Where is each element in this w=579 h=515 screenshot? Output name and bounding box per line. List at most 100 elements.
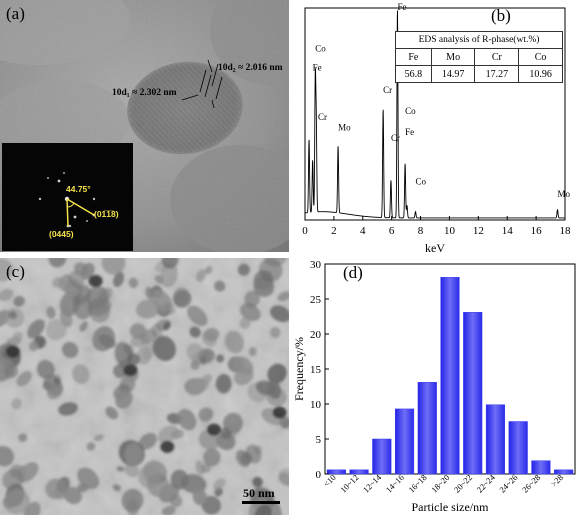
eds-peak-label: Mo <box>338 123 351 133</box>
eds-peak-label: Fe <box>405 127 414 137</box>
tem-particle <box>186 343 203 361</box>
d2-spacing-label: 10d₂ ≈ 2.016 nm <box>218 63 283 73</box>
scale-bar-label: 50 nm <box>243 486 275 500</box>
tem-particle <box>161 258 179 269</box>
tem-particle <box>124 463 139 478</box>
eds-x-tick-label: 4 <box>360 225 366 237</box>
eds-x-tick-label: 16 <box>531 225 543 237</box>
fft-plane1-label: (01̅1̅8) <box>94 209 119 219</box>
histogram-x-tick-label: 22~24 <box>475 472 498 495</box>
histogram-y-axis-label: Frequency/% <box>292 337 306 401</box>
tem-particle <box>149 433 156 443</box>
eds-peak-label: Co <box>416 177 427 187</box>
tem-particle <box>27 319 45 339</box>
tem-particle <box>61 341 79 359</box>
eds-header-cr: Cr <box>474 48 520 66</box>
histogram-bar <box>485 404 506 475</box>
tem-particle <box>248 347 257 357</box>
tem-particle <box>214 280 226 292</box>
eds-x-tick-label: 8 <box>418 225 424 237</box>
tem-particle <box>187 305 208 327</box>
tem-particle <box>28 341 39 352</box>
tem-particle <box>172 287 190 307</box>
histogram-bar <box>417 382 437 475</box>
tem-particle <box>152 335 176 362</box>
histogram-chart: 0 5 10 15 20 25 30 <10 10~12 12~14 14~16 16~18 18~2… <box>292 259 576 514</box>
d1-spacing-label: 10d₁ ≈ 2.302 nm <box>112 88 177 98</box>
panel-c-tem-image: (c) 50 nm <box>0 258 289 515</box>
tem-particle <box>189 326 201 338</box>
tem-particle <box>3 363 19 379</box>
tem-particle <box>48 258 67 268</box>
tem-particle <box>157 303 172 314</box>
tem-particle <box>220 427 232 439</box>
eds-x-tick-label: 14 <box>502 225 514 237</box>
panel-a-label: (a) <box>6 4 25 23</box>
tem-particle <box>45 478 67 500</box>
tem-particle <box>255 380 276 396</box>
histogram-y-tick-label: 0 <box>316 469 322 481</box>
tem-particle <box>105 406 119 420</box>
histogram-y-tick-label: 30 <box>310 259 322 271</box>
tem-particle <box>101 258 126 275</box>
panel-b-eds-spectrum: 0 2 4 6 8 10 12 14 16 18 Fe Co Fe Cr Mo Cr Cr Co Fe Co Mo k… <box>291 0 579 256</box>
eds-value-mo: 14.97 <box>430 65 476 83</box>
tem-particle-dark <box>123 364 138 377</box>
tem-particle <box>277 291 289 302</box>
tem-particle <box>169 494 183 508</box>
panel-c-label: (c) <box>6 262 25 281</box>
tem-particle <box>216 354 225 363</box>
panel-d-label: (d) <box>343 263 363 282</box>
eds-value-cr: 17.27 <box>474 65 520 83</box>
tem-particle <box>0 445 15 467</box>
tem-particle <box>13 296 25 307</box>
tem-particle <box>195 460 205 475</box>
tem-particle <box>0 258 14 282</box>
tem-particle <box>258 258 283 282</box>
tem-particle <box>198 407 214 422</box>
histogram-y-tick-label: 20 <box>310 329 322 341</box>
eds-value-fe: 56.8 <box>395 65 432 83</box>
fft-inset <box>2 143 133 251</box>
tem-particle <box>86 442 96 451</box>
tem-particle <box>72 364 90 385</box>
tem-particle <box>269 326 281 338</box>
tem-particle <box>112 484 121 492</box>
tem-particle-dark <box>207 423 221 436</box>
tem-particle <box>252 476 263 488</box>
tem-particle <box>68 270 85 289</box>
tem-particle <box>77 467 100 490</box>
tem-particle <box>11 398 22 410</box>
histogram-bar <box>394 408 415 475</box>
tem-particle <box>240 452 253 465</box>
eds-peak-label: Cr <box>391 133 400 143</box>
tem-particle <box>63 486 82 505</box>
histogram-x-tick-label: 26~28 <box>520 472 542 494</box>
tem-particle <box>36 359 55 379</box>
tem-particle <box>0 289 14 301</box>
panel-a-hrtem-image: (a) 10d₁ ≈ 2.302 nm 10d₂ ≈ 2.016 nm 44.7… <box>0 0 289 252</box>
tem-particle-dark <box>272 406 287 419</box>
histogram-bar <box>349 469 369 475</box>
panel-b-label: (b) <box>491 6 511 25</box>
tem-particle <box>92 326 116 352</box>
tem-particle <box>129 323 147 340</box>
histogram-x-tick-label: >28 <box>549 472 565 488</box>
histogram-y-tick-label: 25 <box>310 294 322 306</box>
tem-particle <box>237 263 250 276</box>
tem-particle <box>203 327 220 342</box>
eds-peak-label: Fe <box>397 2 406 12</box>
eds-spectrum-line <box>304 10 565 219</box>
tem-particle <box>279 468 289 478</box>
histogram-x-tick-label: 10~12 <box>338 472 360 494</box>
tem-particle <box>58 402 78 416</box>
tem-particle <box>213 478 226 491</box>
tem-particle <box>192 488 208 506</box>
tem-particle <box>269 368 279 378</box>
tem-particle <box>46 306 56 319</box>
tem-particle <box>72 294 93 320</box>
eds-header-co: Co <box>518 48 563 66</box>
tem-particle <box>2 468 24 490</box>
histogram-x-tick-label: 12~14 <box>361 472 384 495</box>
